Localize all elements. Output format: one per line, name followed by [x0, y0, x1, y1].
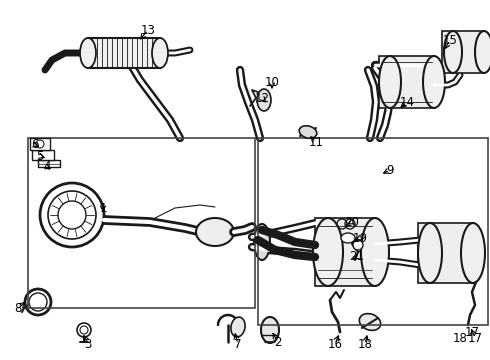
Ellipse shape — [196, 218, 234, 246]
Bar — [442, 31, 484, 73]
Ellipse shape — [261, 317, 279, 343]
Text: 7: 7 — [234, 338, 242, 351]
Bar — [32, 150, 54, 160]
Text: 18: 18 — [358, 338, 372, 351]
Ellipse shape — [257, 89, 271, 111]
Text: 18: 18 — [453, 332, 467, 345]
Text: 1: 1 — [99, 202, 107, 215]
Text: 11: 11 — [309, 135, 323, 148]
Ellipse shape — [359, 314, 381, 330]
Circle shape — [353, 240, 363, 250]
Ellipse shape — [231, 317, 245, 337]
Text: 6: 6 — [31, 139, 39, 152]
Text: 17: 17 — [467, 332, 483, 345]
Ellipse shape — [475, 31, 490, 73]
Text: 10: 10 — [265, 76, 279, 89]
Text: 20: 20 — [344, 216, 360, 229]
Text: 4: 4 — [43, 161, 51, 174]
Ellipse shape — [461, 223, 485, 283]
Ellipse shape — [254, 224, 270, 260]
Bar — [30, 138, 50, 150]
Bar — [379, 56, 434, 108]
Ellipse shape — [299, 126, 317, 138]
Text: 16: 16 — [327, 338, 343, 351]
Text: 19: 19 — [352, 231, 368, 244]
Ellipse shape — [80, 38, 96, 68]
Bar — [418, 223, 473, 283]
Text: 8: 8 — [14, 302, 22, 315]
Text: 17: 17 — [465, 325, 480, 338]
Text: 15: 15 — [442, 33, 458, 46]
Text: 9: 9 — [386, 163, 394, 176]
Ellipse shape — [418, 223, 442, 283]
Bar — [315, 218, 375, 286]
Circle shape — [77, 323, 91, 337]
Bar — [88, 38, 160, 68]
Bar — [258, 138, 488, 325]
Text: 13: 13 — [141, 23, 155, 36]
Text: 5: 5 — [36, 149, 44, 162]
Ellipse shape — [444, 31, 462, 73]
Ellipse shape — [361, 218, 389, 286]
Text: 12: 12 — [254, 91, 270, 104]
Text: 2: 2 — [274, 336, 282, 348]
Ellipse shape — [423, 56, 445, 108]
Bar — [28, 138, 255, 308]
Ellipse shape — [313, 218, 343, 286]
Circle shape — [40, 183, 104, 247]
Ellipse shape — [341, 233, 355, 243]
Text: 3: 3 — [84, 338, 92, 351]
Ellipse shape — [379, 56, 401, 108]
Ellipse shape — [152, 38, 168, 68]
Circle shape — [25, 289, 51, 315]
Text: 14: 14 — [399, 95, 415, 108]
Text: 21: 21 — [349, 251, 365, 264]
